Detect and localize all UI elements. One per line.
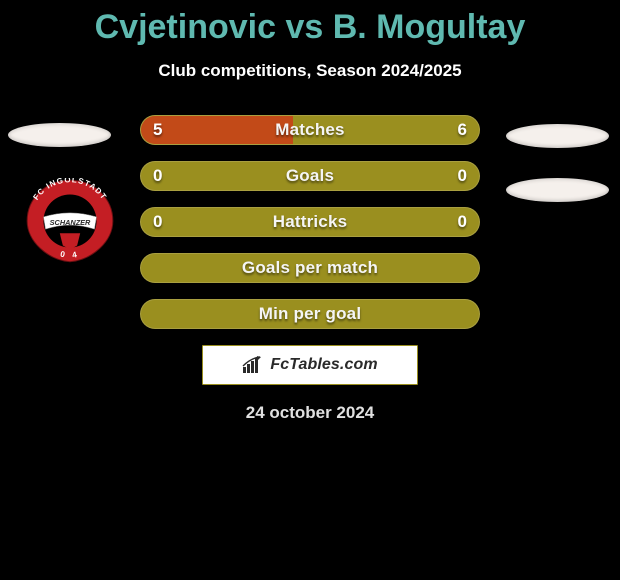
stat-label: Matches <box>275 120 344 140</box>
stat-value-right: 0 <box>458 212 467 232</box>
player-right-placeholder <box>506 124 609 148</box>
team-left-crest-icon: FC INGOLSTADT 0 4 SCHANZER <box>19 178 121 264</box>
stat-value-left: 5 <box>153 120 162 140</box>
stat-value-right: 0 <box>458 166 467 186</box>
stat-label: Hattricks <box>273 212 348 232</box>
player-left-placeholder <box>8 123 111 147</box>
brand-text: FcTables.com <box>270 356 377 374</box>
stat-row: 0 Goals 0 <box>140 161 480 191</box>
team-right-placeholder <box>506 178 609 202</box>
stat-fill-left <box>141 116 293 144</box>
page-title: Cvjetinovic vs B. Mogultay <box>0 0 620 47</box>
stat-value-right: 6 <box>458 120 467 140</box>
stat-value-left: 0 <box>153 166 162 186</box>
stat-label: Goals <box>286 166 334 186</box>
svg-text:SCHANZER: SCHANZER <box>50 218 91 227</box>
brand-attribution: FcTables.com <box>202 345 418 385</box>
stat-label: Goals per match <box>242 258 378 278</box>
svg-text:0 4: 0 4 <box>59 249 80 259</box>
stat-row: 0 Hattricks 0 <box>140 207 480 237</box>
stat-row: Min per goal <box>140 299 480 329</box>
stat-value-left: 0 <box>153 212 162 232</box>
bar-chart-icon <box>242 356 264 374</box>
snapshot-date: 24 october 2024 <box>0 403 620 423</box>
stat-label: Min per goal <box>259 304 362 324</box>
stat-row: Goals per match <box>140 253 480 283</box>
page-subtitle: Club competitions, Season 2024/2025 <box>0 61 620 81</box>
stat-row: 5 Matches 6 <box>140 115 480 145</box>
